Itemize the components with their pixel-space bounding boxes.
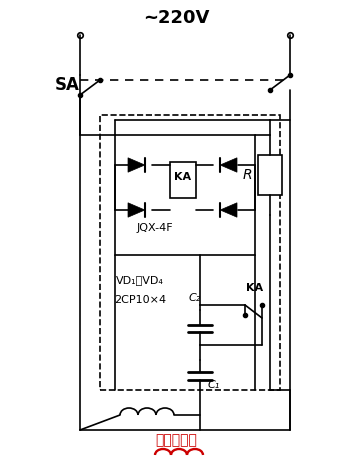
Bar <box>100 115 280 390</box>
Polygon shape <box>220 203 237 217</box>
Text: KA: KA <box>246 283 264 293</box>
Text: 2CP10×4: 2CP10×4 <box>114 295 166 305</box>
Text: R: R <box>243 168 252 182</box>
Text: SA: SA <box>55 76 80 94</box>
Bar <box>170 162 196 198</box>
Polygon shape <box>220 158 237 172</box>
Bar <box>258 155 282 195</box>
Text: ~220V: ~220V <box>143 9 209 27</box>
Text: C₂: C₂ <box>189 293 201 303</box>
Polygon shape <box>128 203 145 217</box>
Polygon shape <box>128 158 145 172</box>
Text: 电动机绕组: 电动机绕组 <box>155 433 197 447</box>
Bar <box>115 135 255 255</box>
Text: C₁: C₁ <box>208 380 220 390</box>
Text: VD₁～VD₄: VD₁～VD₄ <box>116 275 164 285</box>
Text: KA: KA <box>174 172 192 182</box>
Text: JQX-4F: JQX-4F <box>137 223 173 233</box>
